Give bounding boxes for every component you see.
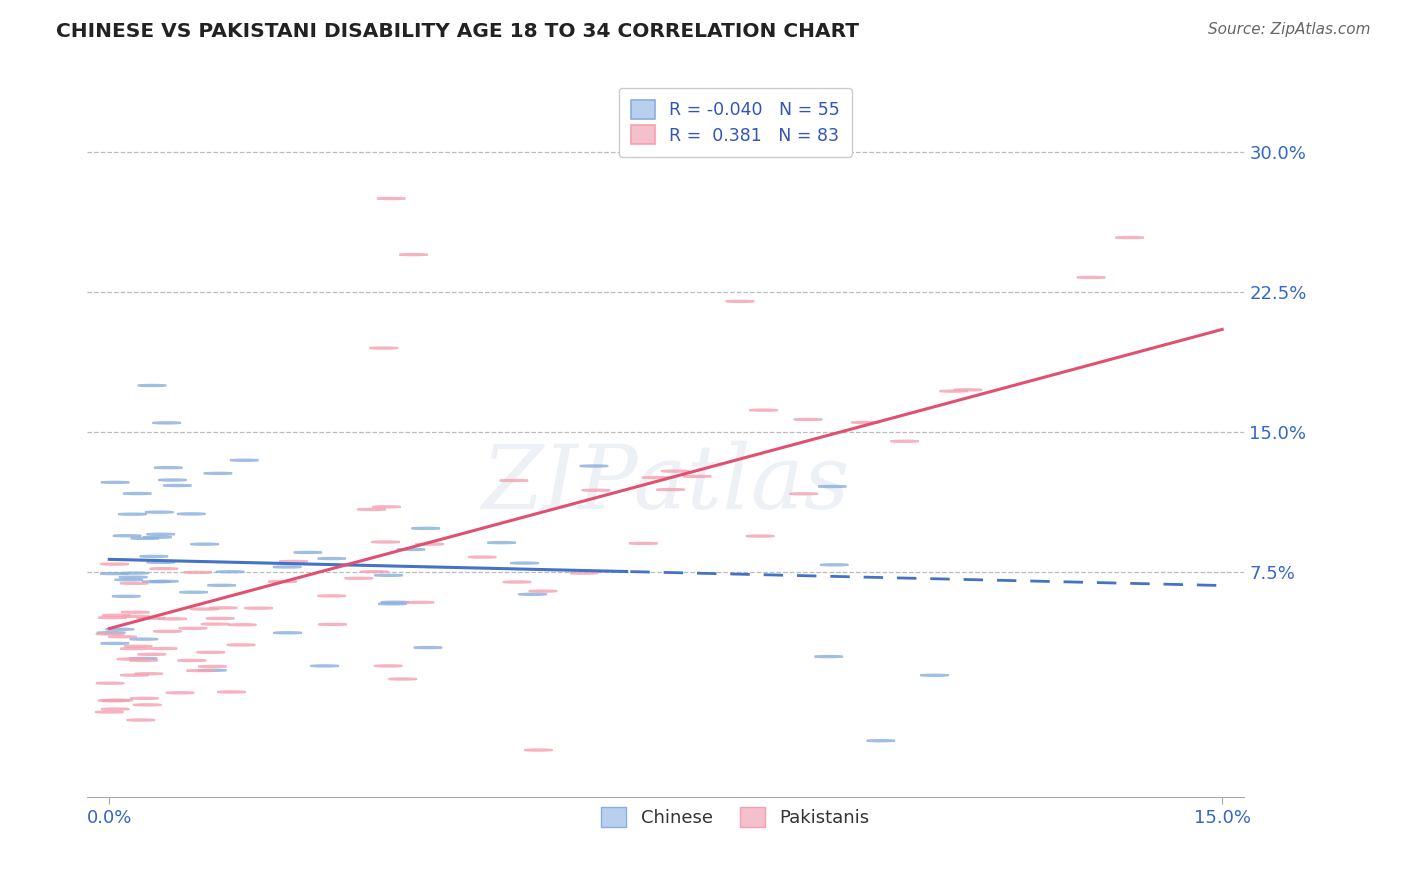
Text: ZIPatlas: ZIPatlas [481,441,849,528]
Text: CHINESE VS PAKISTANI DISABILITY AGE 18 TO 34 CORRELATION CHART: CHINESE VS PAKISTANI DISABILITY AGE 18 T… [56,22,859,41]
Text: Source: ZipAtlas.com: Source: ZipAtlas.com [1208,22,1371,37]
Legend: Chinese, Pakistanis: Chinese, Pakistanis [593,799,877,834]
